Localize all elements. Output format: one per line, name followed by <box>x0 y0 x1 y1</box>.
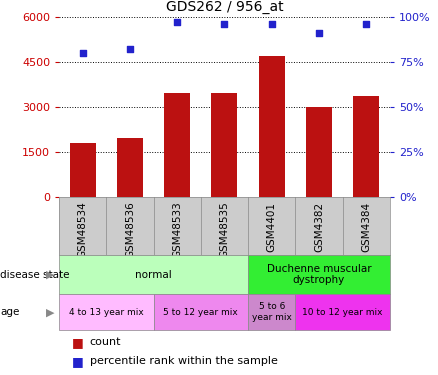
Bar <box>248 294 295 330</box>
Bar <box>154 294 248 330</box>
Point <box>174 19 181 25</box>
Bar <box>259 56 285 197</box>
Bar <box>70 143 96 197</box>
Point <box>363 21 370 27</box>
Text: percentile rank within the sample: percentile rank within the sample <box>90 356 278 366</box>
Bar <box>212 93 237 197</box>
Text: ■: ■ <box>72 336 84 349</box>
Text: GSM48536: GSM48536 <box>125 201 135 258</box>
Text: count: count <box>90 337 121 347</box>
Text: age: age <box>0 307 19 317</box>
Bar <box>59 255 248 294</box>
Text: 5 to 12 year mix: 5 to 12 year mix <box>163 308 238 316</box>
Bar <box>306 107 332 197</box>
Text: GSM48535: GSM48535 <box>219 201 230 258</box>
Title: GDS262 / 956_at: GDS262 / 956_at <box>166 0 283 15</box>
Point <box>268 21 275 27</box>
Text: 10 to 12 year mix: 10 to 12 year mix <box>302 308 383 316</box>
Bar <box>164 93 190 197</box>
Text: normal: normal <box>135 270 172 280</box>
Point <box>127 46 134 52</box>
Bar <box>117 138 143 197</box>
Text: ▶: ▶ <box>46 270 55 280</box>
Text: GSM4382: GSM4382 <box>314 201 324 252</box>
Point <box>79 50 86 56</box>
Text: ■: ■ <box>72 354 84 368</box>
Point <box>315 30 322 36</box>
Point <box>221 21 228 27</box>
Text: GSM4401: GSM4401 <box>267 201 277 252</box>
Text: GSM48533: GSM48533 <box>172 201 182 258</box>
Bar <box>295 294 390 330</box>
Text: 5 to 6
year mix: 5 to 6 year mix <box>252 303 292 322</box>
Bar <box>353 96 379 197</box>
Text: GSM4384: GSM4384 <box>361 201 371 252</box>
Bar <box>59 294 154 330</box>
Text: GSM48534: GSM48534 <box>78 201 88 258</box>
Text: 4 to 13 year mix: 4 to 13 year mix <box>69 308 144 316</box>
Text: ▶: ▶ <box>46 307 55 317</box>
Text: Duchenne muscular
dystrophy: Duchenne muscular dystrophy <box>267 264 371 285</box>
Text: disease state: disease state <box>0 270 70 280</box>
Bar <box>248 255 390 294</box>
